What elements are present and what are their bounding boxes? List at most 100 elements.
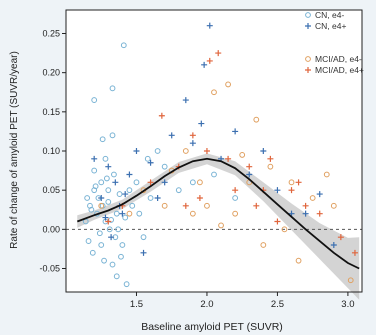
data-point-series-3 xyxy=(246,163,253,170)
data-point-series-3 xyxy=(196,195,203,201)
data-points-layer xyxy=(82,22,358,288)
data-point-series-1 xyxy=(302,210,309,217)
data-point-series-1 xyxy=(260,148,267,154)
data-point-series-0 xyxy=(154,148,161,154)
data-point-series-2 xyxy=(98,202,105,209)
data-point-series-0 xyxy=(140,234,147,241)
legend: CN, e4-CN, e4+ MCI/AD, e4-MCI/AD, e4+ xyxy=(305,10,364,75)
data-point-series-3 xyxy=(225,155,232,162)
data-point-series-0 xyxy=(103,175,110,182)
legend-label: MCI/AD, e4+ xyxy=(315,65,364,75)
data-point-series-3 xyxy=(232,187,239,194)
data-point-series-2 xyxy=(189,210,196,217)
data-point-series-0 xyxy=(122,214,129,221)
data-point-series-1 xyxy=(189,140,196,147)
data-point-series-0 xyxy=(115,226,122,233)
y-axis-label: Rate of change of amyloid PET (SUVR/year… xyxy=(9,51,20,249)
data-point-series-0 xyxy=(84,195,91,201)
data-point-series-1 xyxy=(161,179,168,186)
legend-marker xyxy=(305,23,311,29)
fit-line-layer xyxy=(76,157,360,270)
data-point-series-0 xyxy=(136,210,143,217)
data-point-series-1 xyxy=(182,97,189,104)
y-tick-label: -0.05 xyxy=(39,264,60,274)
y-tick-label: 0.15 xyxy=(42,107,60,117)
x-axis-ticks: 1.5 2.0 2.5 3.0 xyxy=(130,292,355,310)
data-point-series-0 xyxy=(129,202,136,209)
data-point-series-1 xyxy=(274,187,281,194)
data-point-series-0 xyxy=(99,136,106,143)
data-point-series-0 xyxy=(91,167,98,174)
data-point-series-3 xyxy=(302,202,309,209)
data-point-series-3 xyxy=(203,148,210,154)
data-point-series-2 xyxy=(204,202,210,209)
data-point-series-3 xyxy=(288,187,295,194)
data-point-series-1 xyxy=(154,195,161,201)
data-point-series-2 xyxy=(253,116,260,123)
data-point-series-1 xyxy=(232,128,239,135)
x-tick-label: 2.5 xyxy=(271,299,284,310)
legend-label: CN, e4- xyxy=(315,10,344,20)
data-point-series-3 xyxy=(182,202,189,209)
data-point-series-0 xyxy=(98,242,105,248)
data-point-series-3 xyxy=(158,112,165,119)
x-axis-label: Baseline amyloid PET (SUVR) xyxy=(141,321,283,333)
data-point-series-0 xyxy=(211,171,217,178)
data-point-series-1 xyxy=(133,148,140,154)
x-tick-label: 1.5 xyxy=(130,299,143,310)
data-point-series-1 xyxy=(246,171,253,178)
data-point-series-2 xyxy=(232,210,239,217)
confidence-band-layer xyxy=(77,153,360,300)
data-point-series-0 xyxy=(118,253,124,260)
data-point-series-0 xyxy=(105,199,112,205)
data-point-series-3 xyxy=(189,132,196,139)
data-point-series-2 xyxy=(309,195,316,201)
data-point-series-1 xyxy=(91,155,98,162)
data-point-series-3 xyxy=(253,202,260,209)
data-point-series-1 xyxy=(122,191,129,198)
data-point-series-0 xyxy=(87,202,93,209)
data-point-series-0 xyxy=(147,195,154,201)
data-point-series-1 xyxy=(105,163,112,170)
data-point-series-2 xyxy=(126,210,133,217)
y-tick-label: 0.00 xyxy=(42,224,60,234)
data-point-series-0 xyxy=(120,42,127,49)
y-axis-ticks: -0.05 0.00 0.05 0.10 0.15 0.20 0.25 xyxy=(39,29,66,274)
data-point-series-1 xyxy=(102,214,109,221)
data-point-series-3 xyxy=(274,218,281,225)
data-point-series-1 xyxy=(168,132,175,139)
data-point-series-0 xyxy=(232,195,239,201)
data-point-series-1 xyxy=(119,210,126,217)
data-point-series-2 xyxy=(295,257,302,264)
data-point-series-2 xyxy=(218,222,224,229)
confidence-band xyxy=(77,153,360,300)
data-point-series-0 xyxy=(91,97,98,103)
data-point-series-0 xyxy=(96,230,103,237)
legend-marker xyxy=(305,67,311,73)
data-point-series-0 xyxy=(91,187,98,194)
data-point-series-0 xyxy=(89,249,96,256)
data-point-series-1 xyxy=(316,191,323,198)
legend-label: CN, e4+ xyxy=(315,21,346,31)
legend-marker xyxy=(305,12,311,18)
data-point-series-2 xyxy=(239,152,246,158)
data-point-series-3 xyxy=(215,50,222,57)
data-point-series-2 xyxy=(225,81,231,88)
data-point-series-0 xyxy=(126,187,133,194)
x-tick-label: 3.0 xyxy=(341,299,354,310)
data-point-series-1 xyxy=(198,120,205,127)
data-point-series-0 xyxy=(105,187,112,194)
data-point-series-1 xyxy=(108,234,115,241)
data-point-series-1 xyxy=(201,61,208,68)
data-point-series-0 xyxy=(109,85,116,92)
data-point-series-0 xyxy=(113,273,120,280)
data-point-series-0 xyxy=(133,179,140,186)
fit-line xyxy=(76,157,360,270)
data-point-series-3 xyxy=(147,179,154,186)
x-tick-label: 2.0 xyxy=(200,299,213,310)
data-point-series-2 xyxy=(182,148,189,154)
data-point-series-1 xyxy=(330,242,337,248)
data-point-series-3 xyxy=(316,210,323,217)
data-point-series-0 xyxy=(109,261,116,268)
